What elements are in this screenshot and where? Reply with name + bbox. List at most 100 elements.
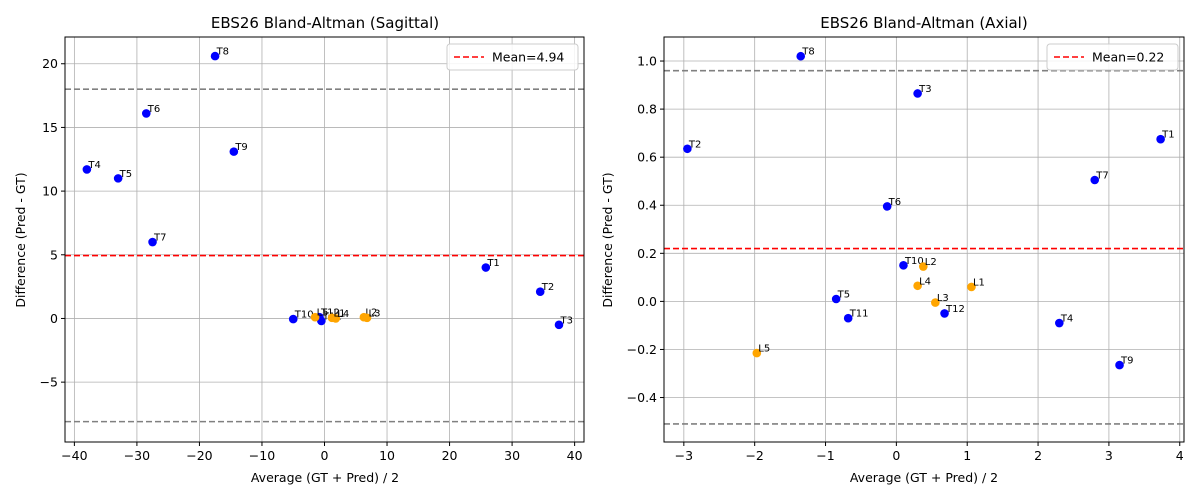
- sagittal-point-label-t10: T10: [294, 310, 314, 321]
- axial-point-l4: [913, 281, 922, 291]
- axial-point-t5: [831, 294, 841, 304]
- sagittal-point-t8: [210, 51, 220, 61]
- sagittal-y-axis-label: Difference (Pred - GT): [13, 172, 28, 307]
- sagittal-point-label-t1: T1: [486, 258, 499, 269]
- axial-point-label-t9: T9: [1120, 356, 1133, 367]
- axial-y-tick-label: 0.0: [637, 294, 657, 309]
- axial-point-label-t1: T1: [1161, 130, 1174, 141]
- sagittal-x-tick-label: −20: [186, 448, 212, 463]
- axial-x-tick-label: 3: [1105, 448, 1113, 463]
- axial-x-tick-label: −1: [816, 448, 834, 463]
- sagittal-y-tick-label: 10: [42, 184, 58, 199]
- axial-title: EBS26 Bland-Altman (Axial): [820, 14, 1027, 32]
- axial-axes-frame: [663, 36, 1185, 443]
- axial-point-l5: [752, 348, 762, 358]
- axial-point-t6: [882, 202, 892, 211]
- axial-legend: Mean=0.22: [1046, 43, 1179, 71]
- sagittal-y-tick-label: 0: [50, 311, 58, 326]
- sagittal-point-t9: [229, 147, 239, 156]
- axial-point-t7: [1090, 175, 1100, 185]
- sagittal-point-label-t12: T12: [320, 308, 340, 319]
- axial-point-label-t7: T7: [1095, 171, 1108, 182]
- axial-y-tick-label: 0.6: [637, 150, 657, 165]
- sagittal-point-label-l1: L1: [334, 308, 346, 319]
- axial-point-label-t10: T10: [904, 256, 924, 267]
- sagittal-x-tick-label: 30: [504, 448, 520, 463]
- sagittal-x-tick-label: −40: [61, 448, 87, 463]
- axial-point-l3: [931, 298, 940, 307]
- sagittal-panel: EBS26 Bland-Altman (Sagittal) Average (G…: [13, 14, 585, 485]
- sagittal-x-tick-label: −30: [124, 448, 150, 463]
- sagittal-point-label-l4: L4: [337, 309, 349, 320]
- axial-y-tick-label: −0.4: [627, 390, 657, 405]
- sagittal-point-label-l2: L2: [365, 308, 377, 319]
- sagittal-point-l5: [310, 312, 320, 322]
- axial-panel: EBS26 Bland-Altman (Axial) Average (GT +…: [600, 14, 1185, 485]
- axial-point-t11: [843, 313, 853, 323]
- axial-point-label-l3: L3: [937, 293, 949, 304]
- sagittal-point-t5: [113, 174, 123, 183]
- axial-point-t9: [1115, 360, 1124, 370]
- sagittal-legend: Mean=4.94: [446, 43, 579, 71]
- axial-x-tick-label: 2: [1034, 448, 1042, 463]
- sagittal-point-t10: [288, 314, 298, 324]
- axial-point-label-l2: L2: [925, 257, 937, 268]
- sagittal-point-t7: [148, 237, 157, 247]
- sagittal-x-tick-label: 10: [379, 448, 395, 463]
- axial-point-label-t12: T12: [945, 304, 965, 315]
- sagittal-x-tick-label: 0: [321, 448, 329, 463]
- axial-legend-label: Mean=0.22: [1092, 50, 1164, 65]
- sagittal-point-l3: [362, 313, 372, 323]
- sagittal-point-label-l3: L3: [369, 308, 381, 319]
- axial-x-tick-label: 0: [892, 448, 900, 463]
- axial-point-label-t3: T3: [918, 84, 931, 95]
- axial-point-label-t6: T6: [888, 197, 901, 208]
- axial-point-label-l4: L4: [919, 276, 931, 287]
- axial-x-tick-label: −2: [745, 448, 763, 463]
- axial-point-label-t4: T4: [1060, 314, 1073, 325]
- axial-point-l1: [967, 282, 976, 292]
- sagittal-title: EBS26 Bland-Altman (Sagittal): [211, 14, 439, 32]
- sagittal-point-label-t3: T3: [559, 315, 572, 326]
- sagittal-x-tick-label: 40: [567, 448, 583, 463]
- sagittal-point-t4: [82, 165, 92, 174]
- axial-y-tick-label: 0.8: [637, 102, 657, 117]
- sagittal-point-label-t5: T5: [119, 169, 132, 180]
- axial-x-tick-label: −3: [675, 448, 693, 463]
- sagittal-x-axis-label: Average (GT + Pred) / 2: [251, 470, 399, 485]
- sagittal-point-t6: [141, 109, 151, 118]
- sagittal-legend-label: Mean=4.94: [492, 50, 564, 65]
- axial-point-t2: [683, 144, 692, 154]
- axial-x-tick-label: 4: [1176, 448, 1184, 463]
- sagittal-point-t1: [481, 263, 491, 272]
- sagittal-point-label-t6: T6: [147, 104, 160, 115]
- axial-point-label-t11: T11: [849, 309, 869, 320]
- sagittal-x-tick-label: 20: [442, 448, 458, 463]
- sagittal-y-tick-label: −5: [40, 375, 58, 390]
- axial-x-tick-label: 1: [963, 448, 971, 463]
- axial-point-t1: [1156, 134, 1165, 144]
- sagittal-legend-box: [446, 43, 579, 71]
- axial-point-label-t8: T8: [801, 47, 814, 58]
- sagittal-y-tick-label: 20: [42, 56, 58, 71]
- sagittal-x-tick-label: −10: [249, 448, 275, 463]
- axial-x-axis-label: Average (GT + Pred) / 2: [850, 470, 998, 485]
- axial-point-label-t2: T2: [688, 139, 701, 150]
- sagittal-point-t2: [535, 287, 545, 297]
- sagittal-point-label-t9: T9: [234, 142, 247, 153]
- axial-point-label-l5: L5: [758, 344, 770, 355]
- axial-y-tick-label: 1.0: [637, 54, 657, 69]
- sagittal-point-label-t7: T7: [153, 233, 166, 244]
- axial-point-t10: [899, 261, 908, 270]
- axial-y-tick-label: 0.2: [637, 246, 657, 261]
- axial-y-axis-label: Difference (Pred - GT): [600, 172, 615, 307]
- sagittal-point-label-t4: T4: [87, 160, 100, 171]
- axial-legend-box: [1046, 43, 1179, 71]
- sagittal-point-label-t8: T8: [216, 47, 229, 58]
- sagittal-point-label-t2: T2: [541, 282, 554, 293]
- axial-point-label-l1: L1: [973, 277, 985, 288]
- axial-point-label-t5: T5: [837, 289, 850, 300]
- sagittal-plot-area: T8T6T9T4T5T7T1T2T3T10T11T12L5L4L1L2L3−40…: [40, 36, 585, 463]
- sagittal-y-tick-label: 5: [50, 247, 58, 262]
